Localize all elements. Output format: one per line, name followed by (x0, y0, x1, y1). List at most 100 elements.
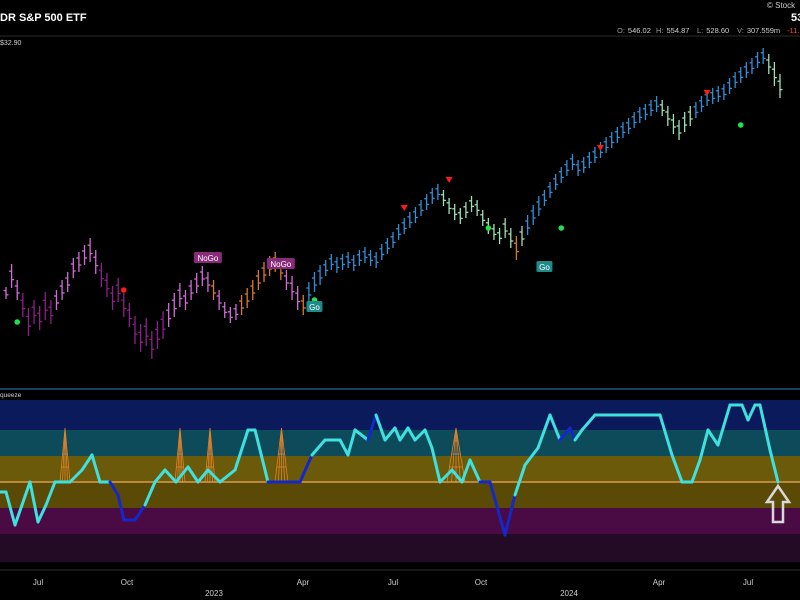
label-text: NoGo (270, 260, 291, 269)
oscillator-segment (36, 503, 48, 524)
price-bar (160, 311, 166, 339)
price-bar (771, 62, 777, 86)
oscillator-segment (4, 490, 17, 527)
green-dot-marker (14, 319, 21, 325)
price-bar (586, 152, 592, 168)
price-bar (698, 96, 704, 112)
price-bar (401, 218, 407, 234)
oscillator-segment (346, 428, 357, 457)
price-bar (166, 303, 172, 327)
price-bar (491, 224, 497, 240)
price-bar (693, 102, 699, 118)
price-bar (648, 100, 654, 116)
oscillator-segment (233, 428, 250, 472)
price-bar (255, 270, 261, 290)
price-bar (110, 286, 116, 310)
oscillator-segment (768, 448, 780, 484)
price-bar (334, 257, 340, 273)
price-bar (676, 120, 682, 140)
oscillator-segment (116, 493, 126, 522)
oscillator-segment (143, 480, 157, 507)
price-bar (211, 280, 217, 300)
price-bar (283, 270, 289, 290)
price-bar (614, 127, 620, 143)
oscillator-segment (716, 403, 732, 447)
oscillator-segment (513, 463, 527, 497)
price-bar (93, 250, 99, 274)
price-bar (755, 52, 761, 68)
oscillator-segment (658, 413, 674, 457)
oscillator-segment (186, 465, 200, 484)
price-bar (384, 238, 390, 254)
oscillator-segment (218, 468, 237, 484)
price-bar (626, 118, 632, 134)
price-bar (687, 106, 693, 126)
oscillator-segment (374, 413, 387, 442)
squeeze-cone (59, 427, 71, 483)
red-triangle-marker (400, 205, 408, 211)
label-text: NoGo (197, 254, 218, 263)
oscillator-segment (196, 468, 210, 484)
price-bar (513, 236, 519, 260)
oscillator-segment (746, 403, 757, 422)
price-bar (31, 300, 37, 324)
x-tick-label: Jul (743, 578, 753, 587)
oscillator-segment (353, 428, 370, 442)
x-tick-label: 2023 (205, 589, 223, 598)
oscillator-segment (338, 438, 350, 457)
oscillator-segment (44, 480, 57, 507)
price-bar (412, 207, 418, 223)
price-bar (665, 106, 671, 126)
price-bar (749, 58, 755, 74)
price-bar (177, 283, 183, 307)
price-bar (194, 273, 200, 293)
price-bar (3, 287, 9, 299)
oscillator-segment (670, 453, 684, 484)
oscillator-segment (690, 458, 702, 484)
price-bar (682, 112, 688, 132)
oscillator-segment (503, 493, 517, 537)
oscillator-segment (450, 468, 464, 484)
oscillator-line (0, 403, 780, 537)
price-bar (519, 226, 525, 246)
price-bar (530, 205, 536, 225)
ohlc-open: O: 546.02 (617, 26, 651, 35)
price-bar (171, 293, 177, 317)
price-bar (727, 78, 733, 94)
squeeze-cone (274, 427, 289, 483)
price-bar (14, 280, 20, 300)
oscillator-segment (423, 428, 434, 450)
oscillator-segment (80, 453, 94, 472)
price-bar (452, 204, 458, 220)
oscillator-segment (758, 403, 772, 452)
brand-label: © Stock (767, 1, 796, 10)
price-bar (9, 264, 15, 288)
price-bar (553, 174, 559, 190)
price-bar (738, 67, 744, 83)
price-bar (250, 280, 256, 300)
oscillator-segment (153, 468, 167, 484)
oscillator-segment (206, 468, 222, 484)
price-bar (424, 194, 430, 210)
label-text: Go (309, 303, 320, 312)
green-dot-marker (558, 225, 565, 231)
go-label: Go (306, 301, 323, 312)
price-bar (536, 196, 542, 216)
page-title: DR S&P 500 ETF (0, 12, 87, 24)
price-bar (154, 321, 160, 349)
price-bar (609, 132, 615, 148)
price-bar (115, 278, 121, 302)
oscillator-segment (28, 480, 40, 524)
price-bar (581, 157, 587, 173)
oscillator-segment (393, 426, 402, 442)
ohlc-high: H: 554.87 (656, 26, 690, 35)
price-bar (592, 147, 598, 163)
price-bar (396, 224, 402, 240)
red-triangle-marker (703, 90, 711, 96)
oscillator-segment (366, 413, 378, 442)
oscillator-segment (406, 426, 417, 442)
price-bar (760, 48, 766, 64)
green-dot-marker (737, 122, 744, 128)
price-bar (132, 316, 138, 344)
price-bar (104, 273, 110, 297)
